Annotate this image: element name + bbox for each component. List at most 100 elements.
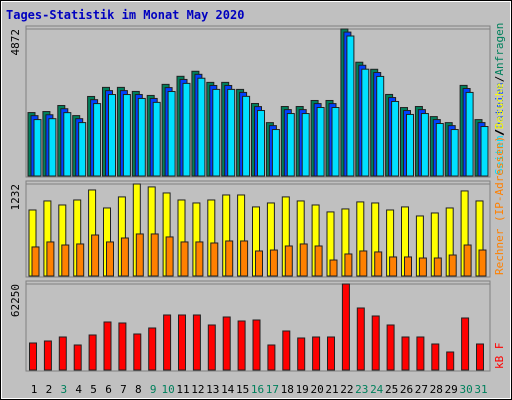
x-tick-label: 23 (355, 383, 368, 396)
x-tick-label: 30 (459, 383, 472, 396)
bar (152, 101, 161, 177)
bar (29, 342, 37, 371)
bar (122, 94, 131, 177)
bar (361, 68, 370, 177)
bar (329, 259, 338, 277)
bar (252, 319, 261, 371)
x-tick-label: 15 (236, 383, 249, 396)
x-tick-label: 19 (296, 383, 309, 396)
bar (150, 233, 159, 277)
x-tick-label: 3 (60, 383, 67, 396)
bar (58, 336, 67, 371)
bar (33, 119, 42, 177)
bar (108, 94, 116, 177)
x-tick-label: 14 (221, 383, 235, 396)
bar (480, 126, 489, 177)
legend-separator: / (493, 76, 506, 83)
x-tick-label: 26 (400, 383, 413, 396)
bar (225, 240, 234, 277)
x-tick-label: 5 (90, 383, 97, 396)
x-tick-label: 16 (251, 383, 264, 396)
bar (222, 316, 231, 371)
bar (135, 233, 144, 277)
x-tick-label: 9 (150, 383, 157, 396)
bar (227, 88, 236, 177)
bar (257, 110, 265, 177)
bar (178, 314, 186, 371)
bar (448, 254, 457, 277)
x-tick-label: 7 (120, 383, 127, 396)
x-tick-label: 1 (31, 383, 38, 396)
bar (297, 337, 306, 371)
bar (46, 241, 55, 277)
bar (461, 317, 470, 371)
bar (61, 244, 70, 277)
bar (78, 122, 87, 177)
bar (106, 241, 114, 277)
bar (91, 234, 100, 277)
bar (133, 333, 142, 371)
bar (359, 250, 368, 277)
bar (476, 343, 484, 371)
bar (48, 118, 57, 177)
bar (103, 321, 112, 371)
legend: Rechner (IP-Adressen)/Besuche (493, 83, 506, 275)
bar (267, 344, 276, 371)
bar (182, 82, 191, 177)
bar (282, 330, 291, 371)
bar (195, 241, 204, 277)
legend-entry: Seiten (493, 135, 506, 175)
bar (401, 336, 410, 371)
bar (386, 324, 395, 371)
bar (376, 75, 385, 177)
bar (197, 77, 206, 177)
bar (240, 240, 249, 277)
x-tick-label: 22 (340, 383, 353, 396)
x-tick-label: 27 (415, 383, 428, 396)
x-tick-label: 6 (105, 383, 112, 396)
bar (356, 307, 365, 371)
bar (404, 256, 412, 277)
bar (371, 315, 380, 371)
x-tick-label: 29 (445, 383, 458, 396)
bar (435, 123, 444, 177)
legend-entry: kB F (493, 343, 506, 370)
bar (212, 88, 221, 177)
bar (137, 97, 146, 177)
x-tick-label: 17 (266, 383, 279, 396)
bar (391, 100, 400, 177)
x-tick-label: 8 (135, 383, 142, 396)
bar (416, 336, 425, 371)
legend-entry: Rechner (IP-Adressen) (493, 136, 506, 275)
x-tick-label: 2 (46, 383, 53, 396)
bar (418, 257, 427, 277)
bar (31, 246, 40, 277)
bar (163, 314, 172, 371)
bar (316, 107, 325, 177)
legend: Seiten/Dateien/Anfragen (493, 23, 506, 175)
legend-separator: / (493, 129, 506, 136)
legend-separator: / (493, 129, 506, 136)
y-tick-label: 62250 (9, 284, 22, 317)
x-tick-label: 25 (385, 383, 398, 396)
bar (478, 249, 487, 277)
bar (431, 343, 440, 371)
bar (389, 256, 398, 277)
x-tick-label: 31 (474, 383, 487, 396)
x-tick-label: 18 (281, 383, 294, 396)
bar (237, 320, 246, 371)
bar (374, 251, 383, 277)
bar (73, 344, 82, 371)
bar (341, 283, 350, 371)
bar (314, 245, 323, 277)
bar (446, 351, 455, 371)
x-tick-label: 28 (430, 383, 443, 396)
bar (284, 245, 293, 277)
bar (88, 334, 97, 371)
bar (255, 250, 263, 277)
bar (299, 243, 308, 277)
bar (207, 324, 216, 371)
legend-entry: Besuche (493, 83, 506, 129)
